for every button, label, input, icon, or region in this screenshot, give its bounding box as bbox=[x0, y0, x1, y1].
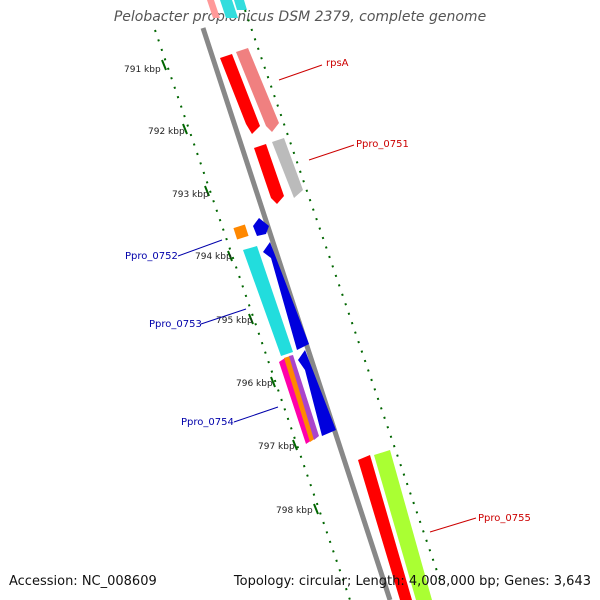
cds-forward-2 bbox=[254, 144, 284, 204]
cds-forward-3 bbox=[358, 455, 412, 600]
cds-forward-1 bbox=[220, 54, 260, 134]
ticks-left bbox=[154, 29, 351, 600]
leader-ppro-0754 bbox=[233, 406, 279, 423]
feature-top-pink bbox=[207, 0, 220, 18]
feature-top-cyan-b bbox=[234, 0, 247, 10]
label-ppro-0755: Ppro_0755 bbox=[478, 513, 531, 524]
leader-ppro-0752 bbox=[177, 239, 223, 257]
tick-mark bbox=[313, 503, 319, 515]
tick-mark bbox=[248, 313, 254, 325]
accession-text: Accession: NC_008609 bbox=[9, 574, 157, 589]
tick-label-4: 794 kbp bbox=[195, 252, 232, 262]
tick-label-5: 795 kbp bbox=[216, 316, 253, 326]
ppro-0753-gene bbox=[243, 246, 293, 356]
tick-label-6: 796 kbp bbox=[236, 379, 273, 389]
tick-mark bbox=[182, 123, 188, 135]
tick-mark bbox=[227, 250, 233, 262]
rpsA-gene bbox=[236, 48, 279, 132]
map-title: Pelobacter propionicus DSM 2379, complet… bbox=[113, 9, 487, 25]
tick-mark bbox=[204, 185, 210, 197]
tick-mark bbox=[161, 59, 167, 71]
tick-label-3: 793 kbp bbox=[172, 190, 209, 200]
label-ppro-0751: Ppro_0751 bbox=[356, 139, 409, 150]
leader-ppro-0755 bbox=[429, 517, 477, 533]
tick-mark bbox=[292, 439, 298, 451]
leader-ppro-0753 bbox=[200, 308, 247, 325]
tick-label-2: 792 kbp bbox=[148, 127, 185, 137]
tick-label-8: 798 kbp bbox=[276, 506, 313, 516]
topology-text: Topology: circular; Length: 4,008,000 bp… bbox=[233, 574, 591, 589]
tick-label-1: 791 kbp bbox=[124, 65, 161, 75]
label-ppro-0752: Ppro_0752 bbox=[125, 251, 178, 262]
ppro-0754-gene bbox=[279, 355, 319, 444]
ppro-0751-gene bbox=[272, 138, 303, 198]
cds-reverse-3 bbox=[298, 350, 336, 436]
leader-ppro-0751 bbox=[308, 144, 355, 161]
label-rpsA: rpsA bbox=[326, 58, 349, 69]
ticks-right bbox=[244, 9, 441, 581]
tick-mark bbox=[270, 376, 276, 388]
leader-rpsA bbox=[278, 64, 323, 81]
ppro-0755-gene bbox=[374, 450, 432, 600]
cds-reverse-long bbox=[263, 242, 309, 350]
label-ppro-0754: Ppro_0754 bbox=[181, 417, 234, 428]
ppro-0752-gene bbox=[233, 224, 249, 240]
cds-reverse-small bbox=[253, 218, 269, 236]
feature-top-cyan bbox=[220, 0, 238, 18]
tick-label-7: 797 kbp bbox=[258, 442, 295, 452]
label-ppro-0753: Ppro_0753 bbox=[149, 319, 202, 330]
